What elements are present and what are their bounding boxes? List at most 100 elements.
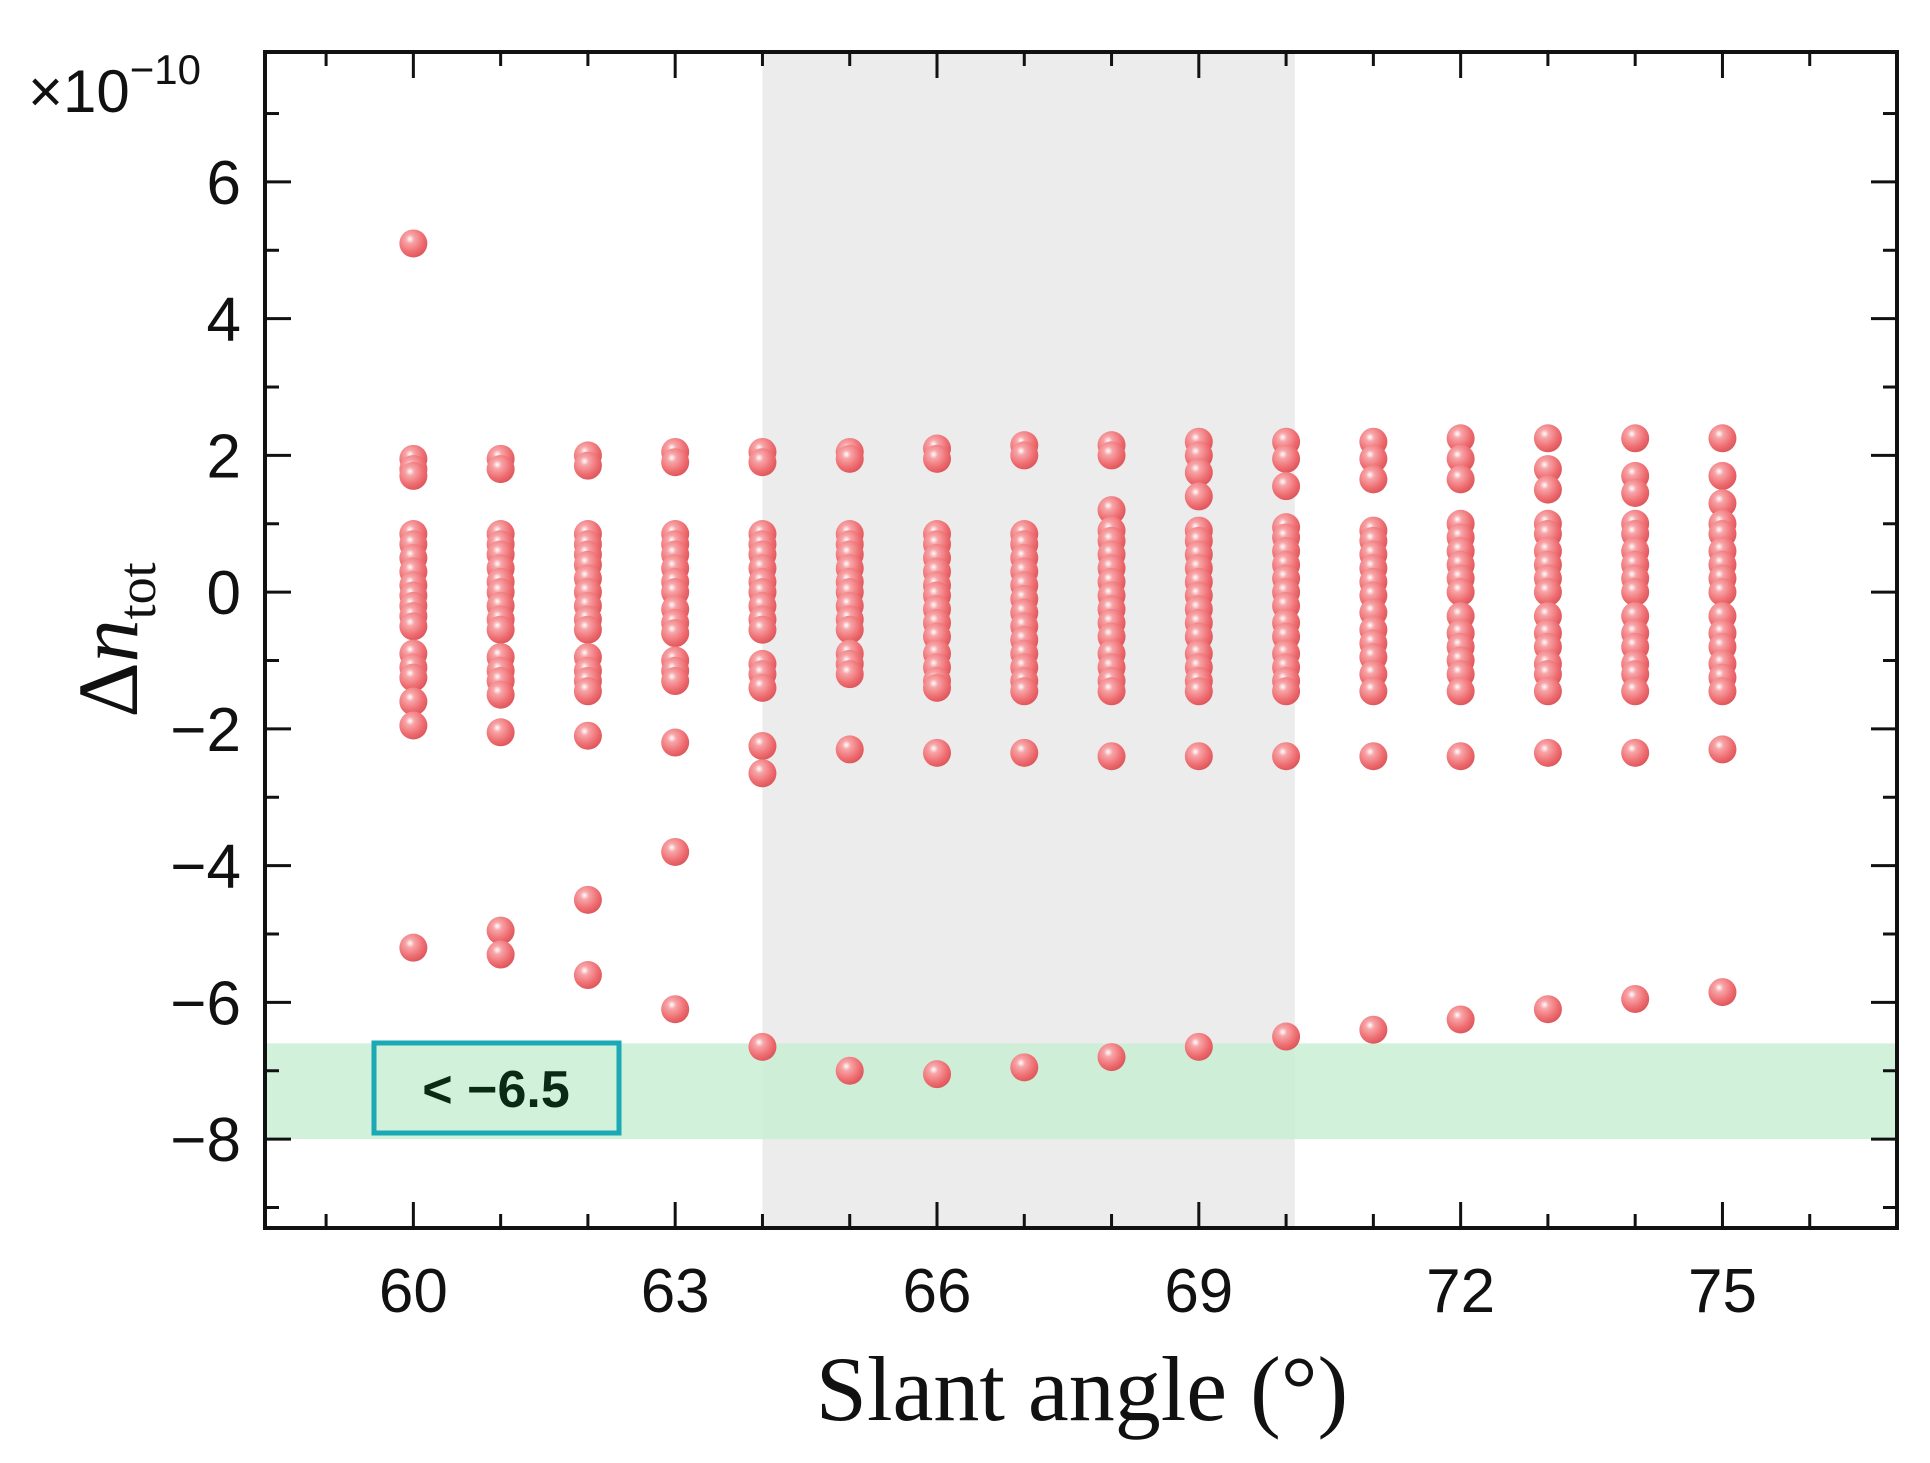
y-title-delta: Δ: [60, 662, 156, 717]
y-tick-label: 6: [207, 149, 241, 218]
data-point: [661, 995, 690, 1024]
data-point: [399, 663, 428, 692]
y-title-var: n: [60, 619, 156, 662]
data-point: [1708, 677, 1737, 706]
y-multiplier-prefix: ×10: [28, 58, 130, 125]
data-point: [1621, 424, 1650, 453]
y-tick-label: −2: [170, 696, 241, 765]
x-tick-label: 72: [1426, 1257, 1495, 1326]
data-point: [748, 673, 777, 702]
data-point: [661, 728, 690, 757]
data-point: [1097, 441, 1126, 470]
data-point: [1272, 1022, 1301, 1051]
y-tick-label: −4: [170, 833, 241, 902]
data-point: [1708, 424, 1737, 453]
data-point: [399, 687, 428, 716]
data-point: [1533, 475, 1562, 504]
axis-ticks: [265, 52, 1899, 1228]
y-tick-label: 0: [207, 559, 241, 628]
data-point: [1097, 496, 1126, 525]
data-point: [661, 619, 690, 648]
data-point: [1621, 578, 1650, 607]
data-point: [573, 451, 602, 480]
data-point: [1359, 465, 1388, 494]
data-point: [1184, 742, 1213, 771]
x-tick-labels: 60 63 66 69 72 75: [379, 1257, 1757, 1326]
data-point: [1446, 742, 1475, 771]
data-point: [1708, 735, 1737, 764]
data-point: [399, 461, 428, 490]
threshold-badge: < −6.5: [371, 1040, 622, 1136]
data-point: [835, 1056, 864, 1085]
data-point: [1621, 738, 1650, 767]
data-point: [1446, 578, 1475, 607]
data-point: [1359, 1015, 1388, 1044]
data-point: [1446, 424, 1475, 453]
data-point: [1708, 489, 1737, 518]
data-point: [1533, 738, 1562, 767]
x-axis-title: Slant angle (°): [816, 1338, 1348, 1440]
data-point: [1533, 995, 1562, 1024]
data-point: [573, 721, 602, 750]
shaded-threshold-band: [265, 1043, 1897, 1140]
y-tick-label: −8: [170, 1106, 241, 1175]
y-tick-label: 4: [207, 286, 241, 355]
data-point: [1533, 578, 1562, 607]
data-point: [573, 885, 602, 914]
data-point: [1184, 482, 1213, 511]
data-point: [748, 731, 777, 760]
data-point: [1272, 472, 1301, 501]
data-point: [399, 933, 428, 962]
data-point: [573, 961, 602, 990]
data-point: [661, 448, 690, 477]
data-point: [1446, 465, 1475, 494]
data-point: [1184, 1032, 1213, 1061]
y-axis-title: Δntot: [60, 562, 167, 717]
data-point: [1097, 677, 1126, 706]
data-point: [1010, 677, 1039, 706]
data-point: [1010, 1053, 1039, 1082]
data-point: [486, 940, 515, 969]
data-point: [1359, 444, 1388, 473]
data-point: [1359, 677, 1388, 706]
data-point: [486, 680, 515, 709]
y-multiplier-exponent: −10: [130, 46, 201, 93]
data-point: [573, 677, 602, 706]
data-point: [1097, 1043, 1126, 1072]
data-point: [923, 1060, 951, 1089]
y-tick-label: −6: [170, 969, 241, 1038]
data-point: [1010, 738, 1039, 767]
x-tick-label: 60: [379, 1257, 448, 1326]
data-point: [748, 448, 777, 477]
data-point: [1708, 578, 1737, 607]
data-point: [1708, 461, 1737, 490]
data-point: [1533, 455, 1562, 484]
data-point: [486, 455, 515, 484]
y-title-sub: tot: [107, 562, 167, 619]
data-point: [399, 229, 428, 258]
data-point: [486, 718, 515, 747]
data-point: [661, 837, 690, 866]
data-point: [1272, 677, 1301, 706]
data-point: [486, 615, 515, 644]
data-points: [399, 229, 1737, 1089]
data-point: [748, 615, 777, 644]
svg-text:Δntot: Δntot: [60, 562, 167, 717]
data-point: [923, 738, 951, 767]
data-point: [748, 759, 777, 788]
data-point: [1621, 677, 1650, 706]
data-point: [835, 735, 864, 764]
y-multiplier: ×10−10: [28, 46, 201, 125]
data-point: [1621, 984, 1650, 1013]
data-point: [1446, 444, 1475, 473]
data-point: [399, 711, 428, 740]
plot-frame: [263, 50, 1899, 1230]
data-point: [1010, 441, 1039, 470]
data-point: [835, 615, 864, 644]
data-point: [1184, 677, 1213, 706]
data-point: [573, 615, 602, 644]
data-point: [1708, 978, 1737, 1007]
data-point: [1621, 479, 1650, 507]
data-point: [1359, 742, 1388, 771]
data-point: [399, 612, 428, 641]
